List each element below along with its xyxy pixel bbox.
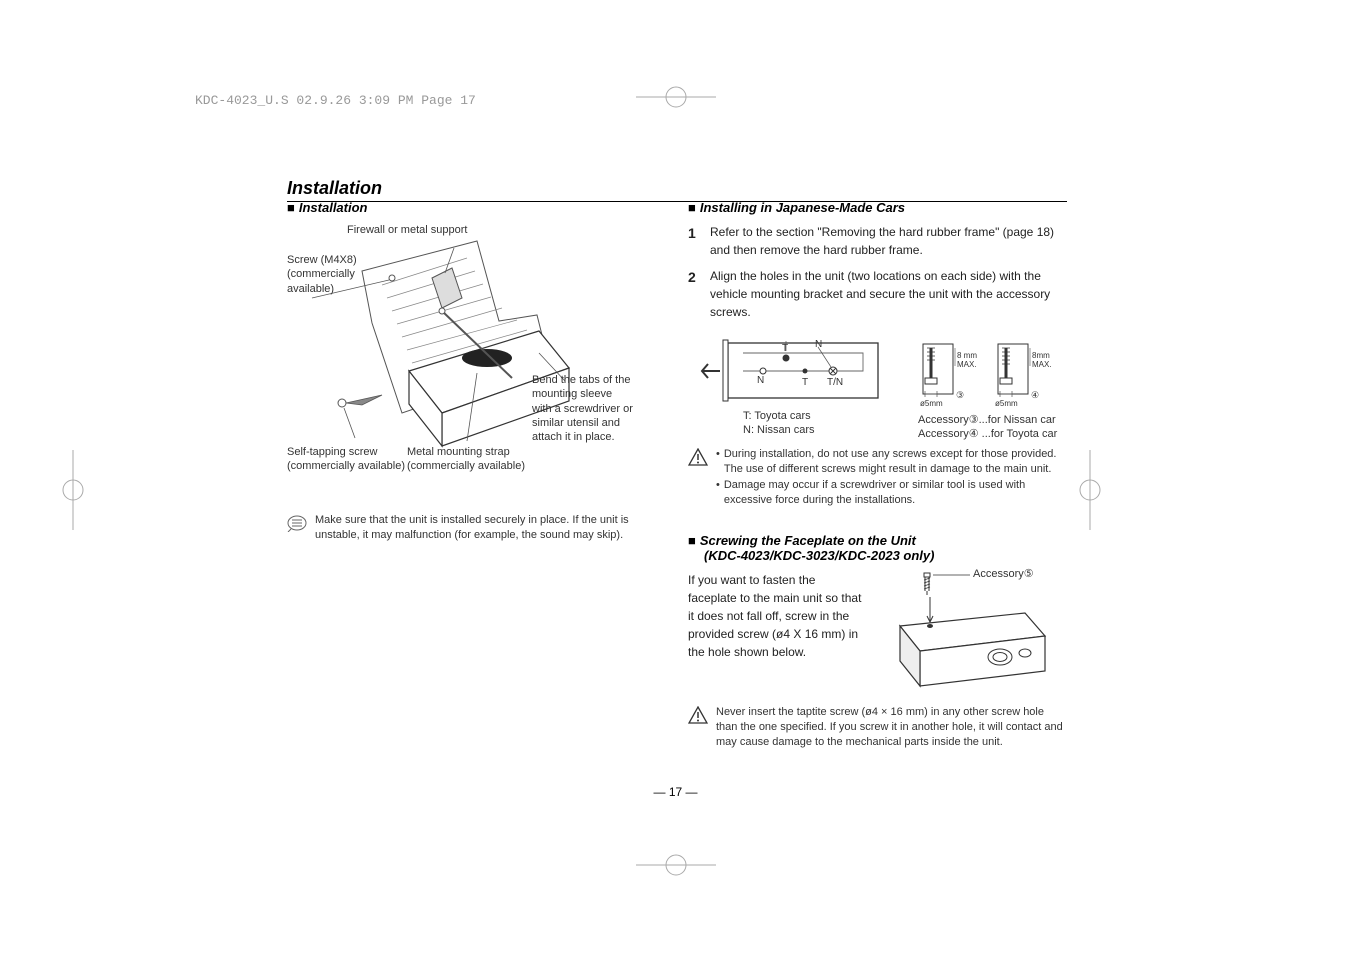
right-column: ■ Installing in Japanese-Made Cars 1 Refe… [688,200,1068,751]
svg-text:MAX.: MAX. [1032,360,1052,369]
svg-text:ø5mm: ø5mm [995,399,1018,408]
page-title: Installation [287,178,1067,202]
faceplate-heading-text-a: Screwing the Faceplate on the Unit [700,533,916,548]
svg-text:8 mm: 8 mm [957,351,977,360]
firewall-label: Firewall or metal support [347,223,467,237]
note-icon [287,513,307,533]
jp-cars-diagram: N T T N T/N 8 mm MAX. ø5mm ③ [688,331,1068,441]
left-column: ■ Installation [287,200,647,544]
jp-warning: •During installation, do not use any scr… [688,447,1068,509]
selftap-label: Self-tapping screw (commercially availab… [287,445,405,474]
acc5-label: Accessory⑤ [973,567,1034,581]
svg-text:T/N: T/N [827,377,843,388]
svg-text:ø5mm: ø5mm [920,399,943,408]
svg-text:④: ④ [1031,390,1039,400]
jp-warning-bullets: •During installation, do not use any scr… [716,447,1068,509]
svg-text:MAX.: MAX. [957,360,977,369]
faceplate-warning: Never insert the taptite screw (ø4 × 16 … [688,705,1068,751]
n-cars-label: N: Nissan cars [743,423,815,437]
acc3-label: Accessory③...for Nissan car [918,413,1056,427]
svg-text:T: T [782,343,788,354]
jp-cars-heading-text: Installing in Japanese-Made Cars [700,200,905,215]
bend-label: Bend the tabs of the mounting sleeve wit… [532,373,633,444]
faceplate-warning-text: Never insert the taptite screw (ø4 × 16 … [716,705,1068,751]
step-1-number: 1 [688,223,702,259]
jp-bullet-2: Damage may occur if a screwdriver or sim… [724,478,1068,509]
step-1-text: Refer to the section "Removing the hard … [710,223,1068,259]
step-2: 2 Align the holes in the unit (two locat… [688,267,1068,321]
step-2-number: 2 [688,267,702,321]
faceplate-heading: ■ Screwing the Faceplate on the Unit [688,533,1068,548]
installation-heading-text: Installation [299,200,368,215]
svg-text:N: N [757,375,764,386]
svg-text:T: T [802,377,808,388]
faceplate-heading-text-b: (KDC-4023/KDC-3023/KDC-2023 only) [704,548,934,563]
installation-heading: ■ Installation [287,200,647,215]
screw-label: Screw (M4X8) (commercially available) [287,253,357,296]
warning-icon [688,447,708,467]
svg-text:8mm: 8mm [1032,351,1050,360]
bullet-square-icon: ■ [688,200,696,215]
bullet-square-icon: ■ [688,533,696,548]
strap-label: Metal mounting strap (commercially avail… [407,445,525,474]
install-note: Make sure that the unit is installed sec… [287,513,647,544]
jp-cars-heading: ■ Installing in Japanese-Made Cars [688,200,1068,215]
t-cars-label: T: Toyota cars [743,409,811,423]
step-1: 1 Refer to the section "Removing the har… [688,223,1068,259]
print-header: KDC-4023_U.S 02.9.26 3:09 PM Page 17 [195,93,476,108]
jp-bullet-1: During installation, do not use any scre… [724,447,1068,478]
faceplate-text: If you want to fasten the faceplate to t… [688,571,863,691]
install-note-text: Make sure that the unit is installed sec… [315,513,647,544]
faceplate-section: If you want to fasten the faceplate to t… [688,571,1068,691]
warning-icon [688,705,708,725]
step-2-text: Align the holes in the unit (two locatio… [710,267,1068,321]
page-number: — 17 — [0,785,1351,799]
faceplate-heading-models: (KDC-4023/KDC-3023/KDC-2023 only) [704,548,1068,563]
bullet-square-icon: ■ [287,200,295,215]
installation-diagram: Firewall or metal support Screw (M4X8) (… [287,223,642,483]
acc4-label: Accessory④ ...for Toyota car [918,427,1057,441]
faceplate-diagram: Accessory⑤ [875,571,1060,691]
svg-text:③: ③ [956,390,964,400]
